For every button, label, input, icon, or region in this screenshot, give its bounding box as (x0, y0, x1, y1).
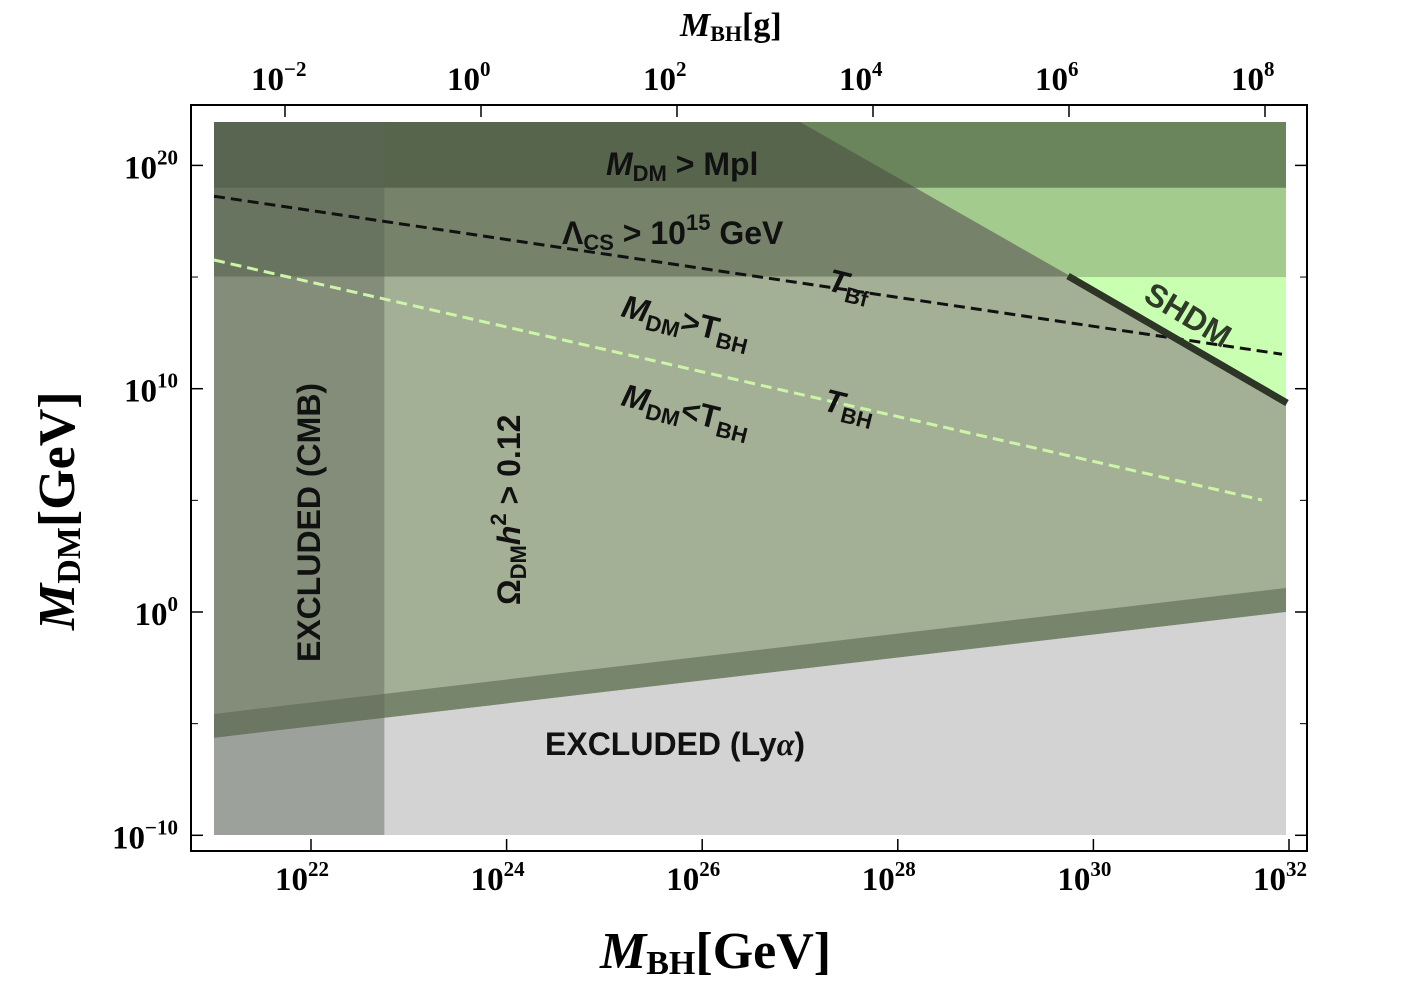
regions-layer (214, 122, 1286, 835)
tbh-curve (213, 258, 1263, 502)
x2-tick-label: 106 (1035, 57, 1079, 98)
tbf-curve (213, 194, 1283, 356)
y-tick-label: 10−10 (112, 815, 178, 856)
ticks-layer: 1022 1024 1026 1028 1030 1032 10−2 100 102 104 106… (112, 57, 1307, 898)
lyman-boundary-band (214, 588, 1286, 738)
cosmic-string-label: ΛCS > 1015 GeV (562, 210, 784, 255)
tbf-shade-region (214, 122, 1070, 276)
shdm-boundary-curve (1066, 272, 1289, 407)
x2-tick-label: 108 (1231, 57, 1275, 98)
y-tick-label: 100 (135, 592, 179, 633)
x-tick-label: 1022 (275, 857, 329, 898)
x2-tick-label: 10−2 (251, 57, 306, 98)
overabundance-region (214, 122, 1286, 714)
x-tick-label: 1030 (1057, 857, 1111, 898)
mpl-region (214, 122, 1286, 188)
cmb-label: EXCLUDED (CMB) (291, 383, 327, 662)
mpl-label: MDM > Mpl (606, 146, 758, 186)
lyman-region (214, 612, 1286, 835)
cmb-region (214, 122, 385, 835)
x2-tick-label: 100 (447, 57, 491, 98)
y-tick-label: 1010 (124, 369, 178, 410)
x-axis-title: MBH[GeV] (599, 923, 831, 982)
x2-axis-title: MBH[g] (679, 7, 782, 46)
x-tick-label: 1032 (1253, 857, 1307, 898)
curves-layer (213, 194, 1289, 502)
x2-tick-label: 102 (643, 57, 687, 98)
y-tick-label: 1020 (124, 145, 178, 186)
lyman-label: EXCLUDED (Lyα) (545, 726, 805, 762)
x-tick-label: 1024 (471, 857, 525, 898)
omega-label: ΩDMh2 > 0.12 (486, 415, 531, 605)
x-tick-label: 1026 (666, 857, 720, 898)
x2-tick-label: 104 (839, 57, 883, 98)
y-axis-title: MDM[GeV] (29, 391, 88, 631)
lyman-label-text: EXCLUDED (Lyα) (545, 726, 805, 762)
shdm-region (800, 122, 1286, 400)
x-tick-label: 1028 (862, 857, 916, 898)
